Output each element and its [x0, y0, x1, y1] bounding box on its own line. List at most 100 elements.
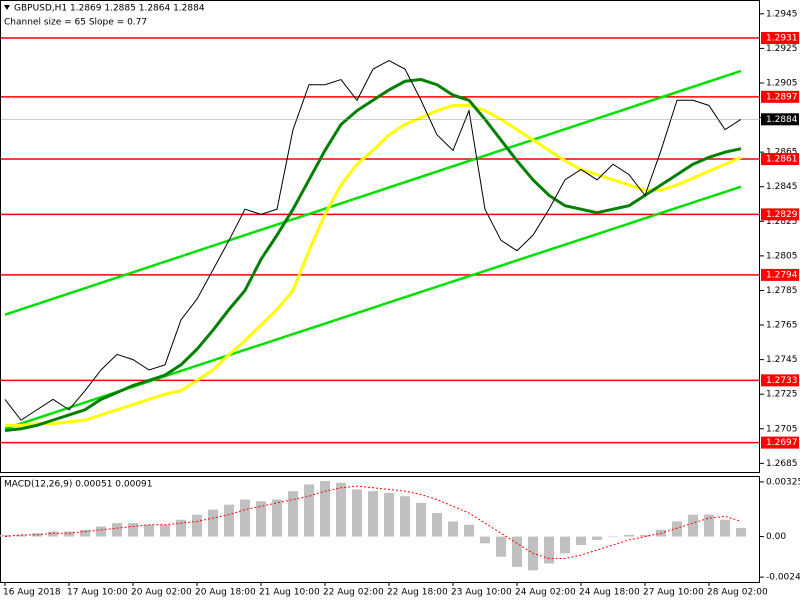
y-tick-label: 1.2925 [766, 44, 798, 54]
x-tick-label: 21 Aug 10:00 [259, 588, 320, 598]
macd-bar [480, 536, 490, 544]
y-tick-label: 1.2765 [766, 321, 798, 331]
level-label: 1.2897 [766, 92, 798, 102]
series-line [4, 59, 742, 421]
macd-bar [128, 523, 138, 537]
channel-line [4, 69, 742, 316]
y-tick-label: 1.2845 [766, 182, 798, 192]
y-tick-label: 1.2865 [766, 148, 798, 158]
macd-bar [448, 521, 458, 537]
macd-bar [416, 502, 426, 537]
macd-label: MACD(12,26,9) 0.00051 0.00091 [4, 480, 153, 490]
macd-bar [176, 519, 186, 537]
macd-bar [432, 513, 442, 537]
annotation: Channel size = 65 Slope = 0.77 [4, 18, 147, 28]
y-tick-label: 1.2705 [766, 424, 798, 434]
macd-bar [400, 496, 410, 537]
macd-bar [352, 489, 362, 537]
x-tick-label: 22 Aug 18:00 [387, 588, 448, 598]
series-line [5, 103, 742, 427]
macd-bar [80, 529, 90, 537]
macd-bar [624, 534, 634, 537]
macd-bar [0, 534, 10, 537]
macd-bar [544, 536, 554, 564]
macd-bar [592, 536, 602, 540]
y-tick-label: 1.2905 [766, 78, 798, 88]
y-tick-label: 1.2785 [766, 286, 798, 296]
macd-panel [0, 476, 760, 583]
main-panel [0, 0, 760, 473]
macd-bar [48, 531, 58, 537]
y-tick-label: 1.2805 [766, 251, 798, 261]
level-label-box [761, 374, 799, 387]
level-label-box [761, 90, 799, 103]
macd-bar [672, 521, 682, 537]
x-tick-label: 24 Aug 18:00 [579, 588, 640, 598]
x-tick-label: 24 Aug 02:00 [515, 588, 576, 598]
level-label-box [761, 208, 799, 221]
macd-bar [96, 526, 106, 537]
level-label-box [761, 268, 799, 281]
level-label: 1.2861 [766, 155, 798, 165]
macd-bar [64, 531, 74, 537]
x-tick-label: 28 Aug 02:00 [707, 588, 768, 598]
macd-bar [384, 492, 394, 537]
macd-bar [720, 519, 730, 537]
current-price-label: 1.2884 [766, 115, 798, 125]
y-tick-label: 1.2685 [766, 459, 798, 469]
level-label: 1.2794 [766, 270, 798, 280]
macd-bar [368, 491, 378, 537]
level-label: 1.2829 [766, 210, 798, 220]
macd-bar [512, 536, 522, 567]
macd-bar [560, 536, 570, 554]
macd-bar [464, 524, 474, 537]
level-label: 1.2697 [766, 438, 798, 448]
macd-bar [576, 536, 586, 545]
y-tick-label: 1.2945 [766, 9, 798, 19]
macd-bar [240, 499, 250, 537]
x-tick-label: 23 Aug 10:00 [451, 588, 512, 598]
macd-bar [736, 527, 746, 537]
current-price-box [761, 113, 799, 126]
x-tick-label: 27 Aug 10:00 [643, 588, 704, 598]
y-tick-label: 1.2725 [766, 390, 798, 400]
macd-bar [688, 514, 698, 537]
y-tick-label: 1.2745 [766, 355, 798, 365]
macd-bar [640, 534, 650, 537]
macd-bar [304, 484, 314, 537]
y2-tick-label: 0.00 [766, 532, 786, 542]
macd-bar [224, 504, 234, 537]
macd-bar [208, 509, 218, 537]
macd-bar [336, 482, 346, 537]
level-label: 1.2931 [766, 34, 798, 44]
level-label-box [761, 436, 799, 449]
macd-bar [144, 524, 154, 537]
macd-bar [272, 499, 282, 537]
series-line [4, 78, 742, 432]
macd-bar [320, 481, 330, 537]
macd-bar [192, 514, 202, 537]
macd-bar [256, 501, 266, 537]
y2-tick-label: 0.00325 [766, 477, 800, 487]
x-tick-label: 22 Aug 02:00 [323, 588, 384, 598]
x-tick-label: 17 Aug 10:00 [67, 588, 128, 598]
macd-bar [112, 523, 122, 537]
icon [4, 5, 10, 10]
macd-bar [608, 536, 618, 538]
macd-bar [160, 524, 170, 537]
level-label-box [761, 153, 799, 166]
macd-bar [16, 534, 26, 537]
x-tick-label: 20 Aug 02:00 [131, 588, 192, 598]
level-label: 1.2733 [766, 376, 798, 386]
level-label-box [761, 32, 799, 45]
x-tick-label: 16 Aug 2018 [3, 588, 61, 598]
macd-signal [4, 485, 742, 559]
chart-title: GBPUSD,H1 1.2869 1.2885 1.2864 1.2884 [14, 4, 205, 14]
y-tick-label: 1.2825 [766, 217, 798, 227]
macd-bar [288, 491, 298, 537]
macd-bar [496, 536, 506, 557]
macd-bar [704, 514, 714, 537]
x-tick-label: 20 Aug 18:00 [195, 588, 256, 598]
